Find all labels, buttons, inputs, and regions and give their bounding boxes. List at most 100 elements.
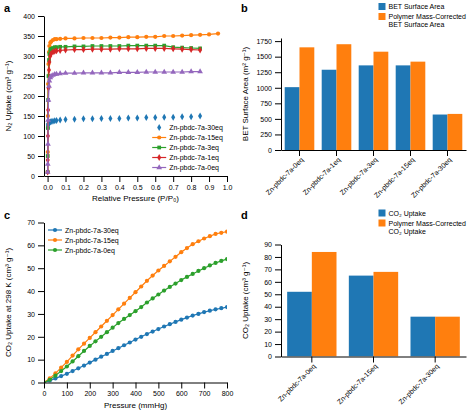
text-line: CO₂ Uptake — [388, 210, 425, 218]
tick: 50 — [27, 153, 44, 160]
tick-mark — [83, 176, 84, 182]
x-axis: Zn-pbdc-7a-0eqZn-pbdc-7a-1eqZn-pbdc-7a-3… — [264, 150, 466, 200]
point — [171, 114, 175, 121]
tick-mark — [38, 16, 44, 17]
tick-label: 80 — [264, 254, 272, 261]
point — [202, 236, 206, 240]
point — [225, 230, 227, 234]
tick-label: 0.0 — [43, 184, 53, 191]
point — [208, 263, 212, 267]
point — [162, 45, 166, 52]
tick: Zn-pbdc-7a-15eq — [336, 357, 380, 407]
point — [57, 70, 63, 75]
point — [171, 34, 175, 38]
point — [81, 115, 85, 122]
point — [134, 69, 140, 74]
legend-label: CO₂ Uptake — [388, 210, 425, 218]
point — [111, 349, 115, 353]
point — [48, 379, 52, 383]
point — [48, 378, 52, 382]
tick: 1500 — [256, 53, 281, 60]
tick-mark — [136, 383, 137, 389]
point — [179, 69, 185, 74]
tick-mark — [204, 383, 205, 389]
tick-mark — [113, 383, 114, 389]
panel-title: c — [4, 209, 10, 221]
legend-label: Zn-pbdc-7a-30eq — [169, 124, 223, 132]
tick-mark — [275, 72, 281, 73]
tick-label: 400 — [130, 390, 142, 397]
point — [82, 363, 86, 367]
tick-label: 10 — [27, 356, 35, 363]
plot-area: Zn-pbdc-7a-0eqZn-pbdc-7a-15eqZn-pbdc-7a-… — [241, 241, 467, 406]
point — [162, 289, 166, 293]
point — [99, 324, 103, 328]
tick-label: 0 — [43, 390, 47, 397]
point — [145, 279, 149, 283]
point — [70, 369, 74, 373]
tick-mark — [275, 119, 281, 120]
point — [191, 242, 195, 246]
legend-entry: Zn-pbdc-7a-30eq — [157, 124, 223, 132]
tick-label: 70 — [264, 266, 272, 273]
tick-label: 0.4 — [115, 184, 125, 191]
point — [126, 45, 130, 52]
tick-label: 500 — [260, 116, 272, 123]
point — [76, 347, 80, 351]
tick-label: 50 — [27, 265, 35, 272]
point — [99, 115, 103, 122]
tick-label: 0.6 — [151, 184, 161, 191]
bar — [374, 52, 389, 150]
y-axis-title: CO₂ Uptake (cm³ g⁻¹) — [241, 262, 250, 339]
point — [196, 312, 200, 316]
point — [58, 117, 62, 124]
tick: 1750 — [256, 38, 281, 45]
tick-mark — [38, 291, 44, 292]
point — [53, 374, 57, 378]
point — [173, 320, 177, 324]
tick-label: 50 — [264, 291, 272, 298]
legend-entry: Zn-pbdc-7a-3eq — [152, 144, 219, 152]
point — [139, 284, 143, 288]
point — [111, 313, 115, 317]
point — [88, 336, 92, 340]
legend-entry: Zn-pbdc-7a-0eq — [152, 164, 219, 172]
point — [45, 141, 51, 146]
x-axis-title: Relative Pressure (P/P₀) — [92, 194, 179, 203]
point — [152, 69, 158, 74]
point — [46, 169, 50, 176]
point — [93, 358, 97, 362]
point — [55, 47, 59, 54]
series-line — [48, 34, 218, 172]
bar — [448, 114, 463, 150]
marks — [44, 230, 227, 383]
point — [108, 70, 114, 75]
tick: 300 — [107, 383, 119, 398]
point — [64, 116, 68, 123]
tick-label: 90 — [264, 241, 272, 248]
tick-mark — [38, 36, 44, 37]
point — [213, 307, 217, 311]
series-line — [44, 307, 227, 382]
point — [88, 344, 92, 348]
bar — [287, 292, 312, 357]
point — [185, 246, 189, 250]
point — [128, 340, 132, 344]
point — [191, 272, 195, 276]
point — [213, 261, 217, 265]
tick-mark — [227, 176, 228, 182]
tick: 40 — [27, 288, 44, 295]
tick-mark — [275, 357, 281, 358]
tick: 100 — [62, 383, 74, 398]
point — [156, 268, 160, 272]
point — [162, 264, 166, 268]
tick-mark — [311, 357, 312, 363]
point — [196, 239, 200, 243]
tick-label: 800 — [222, 390, 234, 397]
tick: 1.0 — [223, 176, 233, 191]
tick: 0 — [31, 379, 44, 386]
tick-label: 0.5 — [133, 184, 143, 191]
tick-label: 0 — [268, 147, 272, 154]
tick: Zn-pbdc-7a-30eq — [410, 150, 454, 200]
point — [76, 366, 80, 370]
